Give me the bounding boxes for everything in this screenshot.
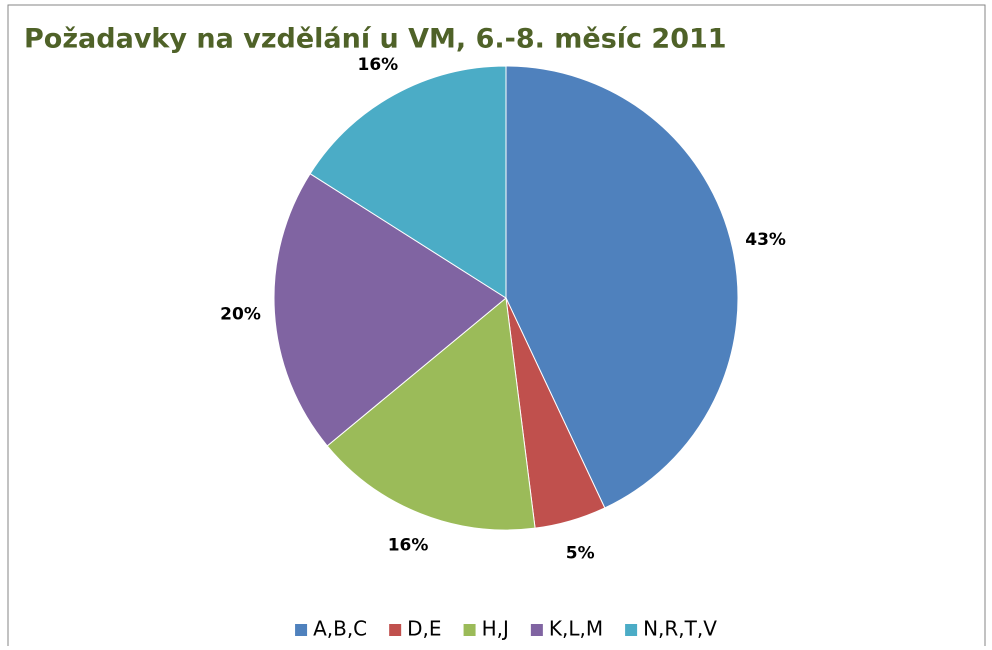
data-label: 16% [358,55,399,75]
legend-label: A,B,C [313,617,367,641]
legend-swatch [463,624,476,636]
data-label: 16% [388,535,429,555]
legend-label: K,L,M [549,617,603,641]
legend-swatch [295,624,308,636]
data-label: 43% [745,230,786,250]
pie-slice [505,65,739,509]
legend-label: H,J [482,617,509,641]
legend-label: N,R,T,V [643,617,717,641]
legend-swatch [625,624,638,636]
legend-swatch [389,624,402,636]
legend-label: D,E [407,617,441,641]
data-label: 20% [220,305,261,325]
pie-slice [326,297,536,531]
pie-slice [309,65,507,299]
chart-title: Požadavky na vzdělání u VM, 6.-8. měsíc … [24,24,727,55]
legend-swatch [530,624,543,636]
data-label: 5% [566,543,595,563]
pie-slice [273,172,507,447]
